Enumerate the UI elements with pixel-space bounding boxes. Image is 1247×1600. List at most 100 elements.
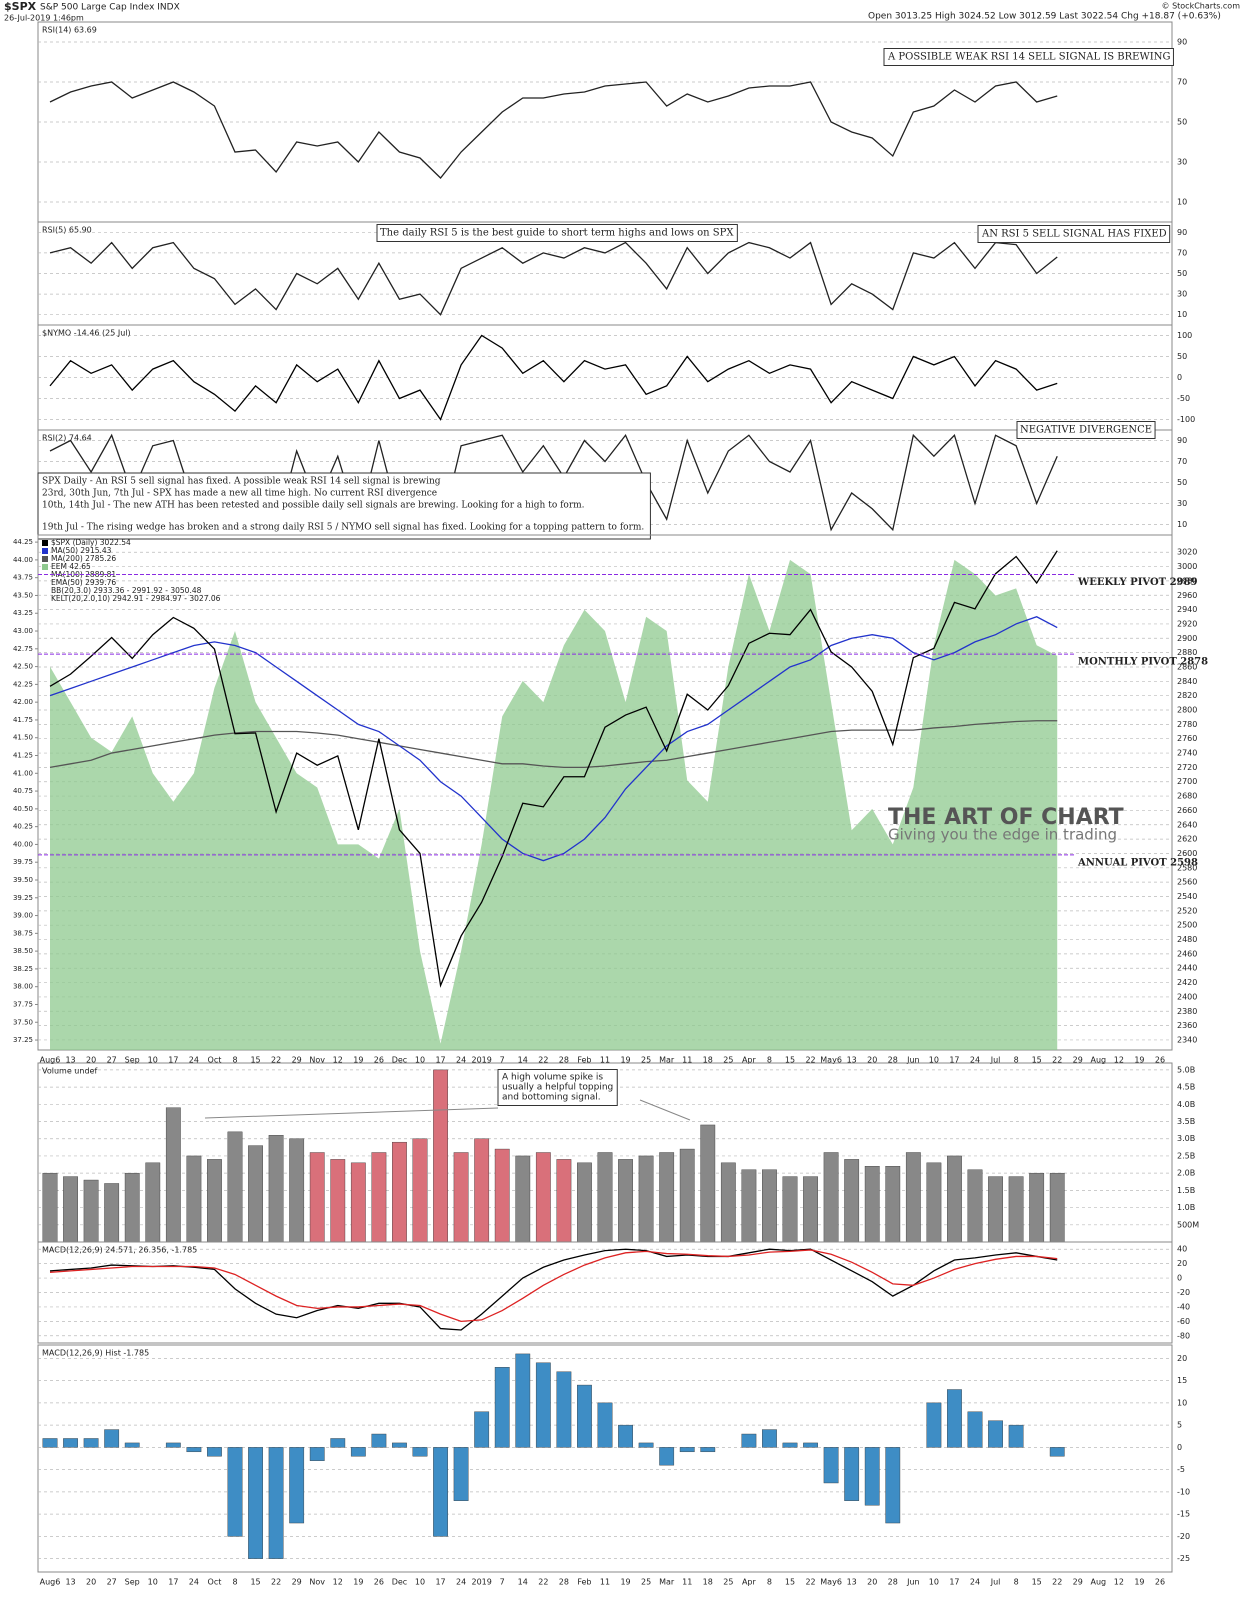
y-tick-label: 500M: [1177, 1220, 1199, 1229]
y2-tick-label: 39.50: [13, 876, 33, 884]
y-tick-label: 50: [1177, 269, 1187, 278]
annotation: A POSSIBLE WEAK RSI 14 SELL SIGNAL IS BR…: [887, 52, 1170, 63]
note-line: 10th, 14th Jul - The new ATH has been re…: [42, 501, 585, 511]
note-line: 19th Jul - The rising wedge has broken a…: [42, 523, 644, 533]
y-tick-label: 0: [1177, 1274, 1182, 1283]
x-tick-label: 13: [847, 1056, 857, 1065]
bar: [63, 1438, 78, 1448]
bar: [350, 1162, 366, 1243]
x-tick-label: 26: [1155, 1056, 1165, 1065]
y-tick-label: -25: [1177, 1554, 1190, 1563]
y2-tick-label: 39.25: [13, 894, 33, 902]
bar: [988, 1176, 1003, 1243]
x-tick-label: 22: [271, 1056, 281, 1065]
logo-text: THE ART OF CHART: [888, 805, 1124, 830]
y-tick-label: -40: [1177, 1302, 1190, 1311]
bar: [577, 1384, 592, 1448]
y-tick-label: 90: [1177, 38, 1187, 47]
bar: [124, 1442, 140, 1448]
y2-tick-label: 39.75: [13, 858, 33, 866]
y2-tick-label: 43.75: [13, 574, 33, 582]
y-tick-label: 20: [1177, 1259, 1187, 1268]
y-tick-label: 20: [1177, 1354, 1187, 1363]
x-tick-label: 26: [374, 1578, 384, 1587]
annotation-pointer: [204, 1107, 499, 1119]
legend-entry: EEM 42.65: [51, 562, 91, 571]
y2-tick-label: 38.75: [13, 929, 33, 937]
x-tick-label: Feb: [577, 1578, 591, 1587]
x-tick-label: 12: [333, 1056, 343, 1065]
line: [49, 720, 1058, 769]
y-tick-label: 2680: [1177, 792, 1197, 801]
y-tick-label: 90: [1177, 228, 1187, 237]
bar: [165, 1442, 181, 1448]
panel-title: $NYMO -14.46 (25 Jul): [42, 329, 131, 338]
bar: [844, 1447, 860, 1501]
y-tick-label: 3020: [1177, 548, 1197, 557]
y-tick-label: 2440: [1177, 964, 1197, 973]
bar: [186, 1447, 202, 1453]
x-tick-label: 10: [929, 1578, 939, 1587]
x-tick-label: 19: [620, 1056, 630, 1065]
x-tick-label: 28: [559, 1056, 569, 1065]
bar: [782, 1176, 798, 1243]
bar: [659, 1447, 675, 1466]
bar: [42, 1172, 58, 1243]
y-tick-label: 2740: [1177, 749, 1197, 758]
x-tick-label: 11: [600, 1056, 610, 1065]
y-tick-label: 2600: [1177, 849, 1197, 858]
panel-title: MACD(12,26,9) Hist -1.785: [42, 1349, 149, 1358]
notes-box: [37, 472, 651, 540]
y-tick-label: 0: [1177, 373, 1182, 382]
y-tick-label: 2420: [1177, 978, 1197, 987]
x-tick-label: Aug6: [40, 1056, 61, 1065]
bar: [433, 1447, 448, 1537]
x-tick-label: 20: [86, 1578, 96, 1587]
bar: [679, 1148, 695, 1243]
annotation-box: [497, 1069, 618, 1106]
bar: [83, 1179, 99, 1243]
y2-tick-label: 40.00: [13, 840, 33, 848]
bar: [392, 1442, 407, 1448]
y-tick-label: 1.5B: [1177, 1186, 1195, 1195]
x-tick-label: 12: [333, 1578, 343, 1587]
y2-tick-label: 41.50: [13, 734, 33, 742]
x-tick-label: Jul: [990, 1578, 1001, 1587]
bar: [494, 1367, 510, 1448]
y-tick-label: 10: [1177, 310, 1187, 319]
x-tick-label: 15: [785, 1056, 795, 1065]
y-tick-label: 2880: [1177, 648, 1197, 657]
bar: [474, 1411, 490, 1448]
y-tick-label: 4.5B: [1177, 1083, 1195, 1092]
y-tick-label: 15: [1177, 1376, 1187, 1385]
legend-entry: MA(200) 2785.26: [51, 554, 116, 563]
y-tick-label: 5.0B: [1177, 1065, 1195, 1074]
bar: [268, 1135, 284, 1243]
bar: [83, 1438, 99, 1448]
bar: [289, 1447, 305, 1524]
logo-text: Giving you the edge in trading: [888, 826, 1117, 844]
y-tick-label: 2620: [1177, 835, 1197, 844]
x-tick-label: 10: [415, 1056, 425, 1065]
bar: [227, 1131, 243, 1243]
y-tick-label: 70: [1177, 78, 1187, 87]
bar: [535, 1152, 551, 1243]
y-tick-label: 2.5B: [1177, 1151, 1195, 1160]
bar: [392, 1141, 407, 1243]
x-tick-label: 19: [353, 1578, 363, 1587]
y-tick-label: 70: [1177, 457, 1187, 466]
bar: [618, 1424, 633, 1448]
bar: [227, 1447, 243, 1537]
bar: [597, 1402, 613, 1448]
x-tick-label: 8: [767, 1578, 772, 1587]
x-tick-label: 22: [271, 1578, 281, 1587]
x-tick-label: 14: [518, 1578, 528, 1587]
panel-frame: [37, 1344, 1173, 1573]
y2-tick-label: 42.50: [13, 663, 33, 671]
y-tick-label: 2700: [1177, 777, 1197, 786]
x-tick-label: 22: [538, 1578, 548, 1587]
bar: [453, 1152, 469, 1243]
symbol-name: S&P 500 Large Cap Index INDX: [40, 3, 180, 13]
bar: [679, 1447, 695, 1453]
bar: [124, 1172, 140, 1243]
